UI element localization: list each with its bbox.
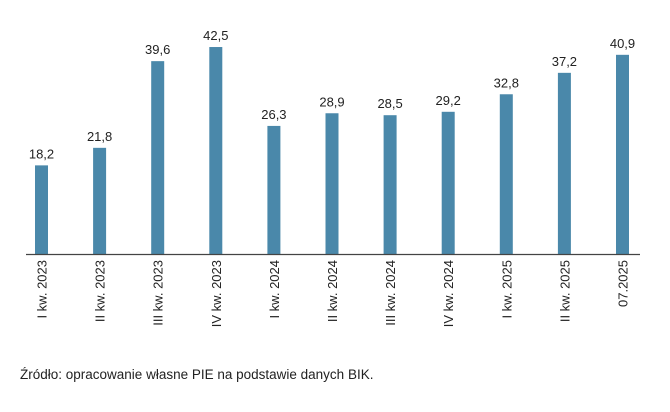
- category-label: II kw. 2025: [557, 260, 572, 322]
- category-label: III kw. 2024: [383, 260, 398, 326]
- category-label: I kw. 2023: [35, 260, 50, 319]
- category-label: II kw. 2023: [93, 260, 108, 322]
- category-label: I kw. 2025: [499, 260, 514, 319]
- data-label: 26,3: [261, 107, 286, 122]
- data-label: 40,9: [610, 36, 635, 51]
- bar: [499, 94, 513, 254]
- data-label: 18,2: [29, 146, 54, 161]
- data-label: 29,2: [436, 93, 461, 108]
- data-label: 28,9: [319, 94, 344, 109]
- category-label: 07.2025: [616, 260, 631, 307]
- data-label: 42,5: [203, 28, 228, 43]
- bar: [325, 113, 339, 254]
- category-label: IV kw. 2023: [209, 260, 224, 327]
- data-label: 37,2: [552, 54, 577, 69]
- bar-chart: 18,2 I kw. 2023 21,8 II kw. 2023 39,6 III kw.…: [26, 28, 640, 327]
- bar: [267, 125, 281, 254]
- bar: [557, 72, 571, 254]
- bar: [93, 147, 107, 254]
- bar: [151, 61, 165, 255]
- bar: [441, 111, 455, 255]
- category-label: I kw. 2024: [267, 260, 282, 319]
- category-label: III kw. 2023: [151, 260, 166, 326]
- category-label: II kw. 2024: [325, 260, 340, 322]
- bar: [383, 115, 397, 254]
- bar: [209, 47, 223, 255]
- data-label: 39,6: [145, 42, 170, 57]
- data-label: 32,8: [494, 75, 519, 90]
- bar: [35, 165, 48, 254]
- source-note: Źródło: opracowanie własne PIE na podsta…: [20, 367, 374, 382]
- data-label: 28,5: [377, 96, 402, 111]
- category-label: IV kw. 2024: [441, 260, 456, 327]
- bar: [616, 54, 629, 254]
- data-label: 21,8: [87, 129, 112, 144]
